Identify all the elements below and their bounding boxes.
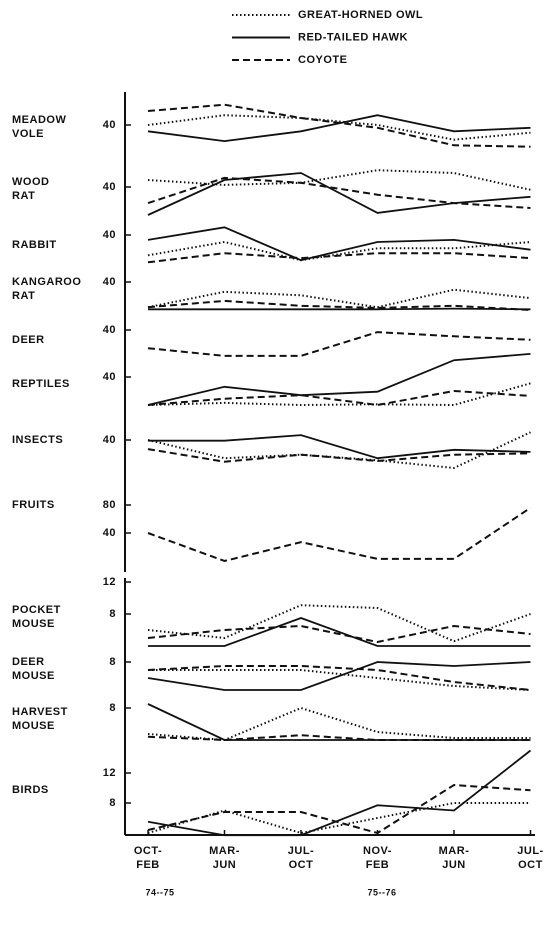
panel-label: DEER <box>12 656 45 668</box>
x-tick-label: JUN <box>213 859 237 871</box>
panel-label: REPTILES <box>12 378 70 390</box>
series-line <box>147 661 531 691</box>
series-line <box>147 331 531 357</box>
panel-label: HARVEST <box>12 706 68 718</box>
panel-label: RAT <box>12 190 35 202</box>
legend-label: COYOTE <box>298 54 347 66</box>
x-tick-label: OCT <box>518 859 543 871</box>
panel-label: RAT <box>12 290 35 302</box>
series-line <box>148 307 531 311</box>
series-line <box>147 353 531 406</box>
y-tick-label: 40 <box>103 527 116 539</box>
series-line <box>147 226 531 262</box>
series-line <box>148 434 531 460</box>
series-line <box>147 665 531 691</box>
y-tick-label: 8 <box>109 656 116 668</box>
x-tick-label: JUL- <box>517 845 543 857</box>
x-tick-label: NOV- <box>363 845 392 857</box>
series-line <box>147 604 531 643</box>
series-line <box>147 749 532 837</box>
panel-label: MOUSE <box>12 670 55 682</box>
y-tick-label: 8 <box>109 702 116 714</box>
x-tick-label: MAR- <box>209 845 240 857</box>
series-line <box>148 617 531 647</box>
y-tick-label: 40 <box>103 371 116 383</box>
legend-label: RED-TAILED HAWK <box>298 31 408 43</box>
y-tick-label: 40 <box>103 181 116 193</box>
series-line <box>147 176 531 209</box>
year-label: 75--76 <box>367 887 396 897</box>
y-tick-label: 80 <box>103 499 116 511</box>
x-tick-label: MAR- <box>439 845 470 857</box>
series-line <box>147 389 531 407</box>
series-line <box>147 169 531 191</box>
legend-label: GREAT-HORNED OWL <box>298 9 423 21</box>
series-line <box>147 172 531 216</box>
series-line <box>147 288 531 309</box>
x-tick-label: FEB <box>366 859 390 871</box>
y-tick-label: 40 <box>103 324 116 336</box>
year-label: 74--75 <box>145 887 174 897</box>
panel-label: WOOD <box>12 176 49 188</box>
series-line <box>147 734 531 742</box>
panel-label: MOUSE <box>12 720 55 732</box>
x-tick-label: JUN <box>442 859 466 871</box>
x-tick-label: JUL- <box>288 845 314 857</box>
series-line <box>147 802 531 835</box>
series-line <box>147 448 531 463</box>
series-line <box>147 114 531 141</box>
y-tick-label: 12 <box>103 767 116 779</box>
x-tick-label: FEB <box>136 859 160 871</box>
panel-label: FRUITS <box>12 499 55 511</box>
series-line <box>147 252 531 264</box>
series-line <box>147 624 531 644</box>
x-tick-label: OCT <box>289 859 314 871</box>
y-tick-label: 40 <box>103 276 116 288</box>
panel-label: INSECTS <box>12 434 63 446</box>
series-line <box>147 783 531 835</box>
panel-label: MOUSE <box>12 618 55 630</box>
series-line <box>147 103 531 148</box>
y-tick-label: 8 <box>109 797 116 809</box>
panel-label: POCKET <box>12 604 61 616</box>
y-tick-label: 12 <box>103 576 116 588</box>
series-line <box>147 703 531 741</box>
panel-label: MEADOW <box>12 114 66 126</box>
series-line <box>147 706 531 742</box>
series-line <box>147 240 531 262</box>
panel-label: DEER <box>12 334 45 346</box>
series-line <box>147 506 532 563</box>
series-line <box>147 299 531 311</box>
panel-label: VOLE <box>12 128 44 140</box>
panel-label: RABBIT <box>12 239 57 251</box>
panel-label: KANGAROO <box>12 276 81 288</box>
panel-label: BIRDS <box>12 784 49 796</box>
x-tick-label: OCT- <box>134 845 162 857</box>
series-line <box>147 114 531 143</box>
y-tick-label: 40 <box>103 229 116 241</box>
y-tick-label: 8 <box>109 608 116 620</box>
y-tick-label: 40 <box>103 434 116 446</box>
y-tick-label: 40 <box>103 119 116 131</box>
